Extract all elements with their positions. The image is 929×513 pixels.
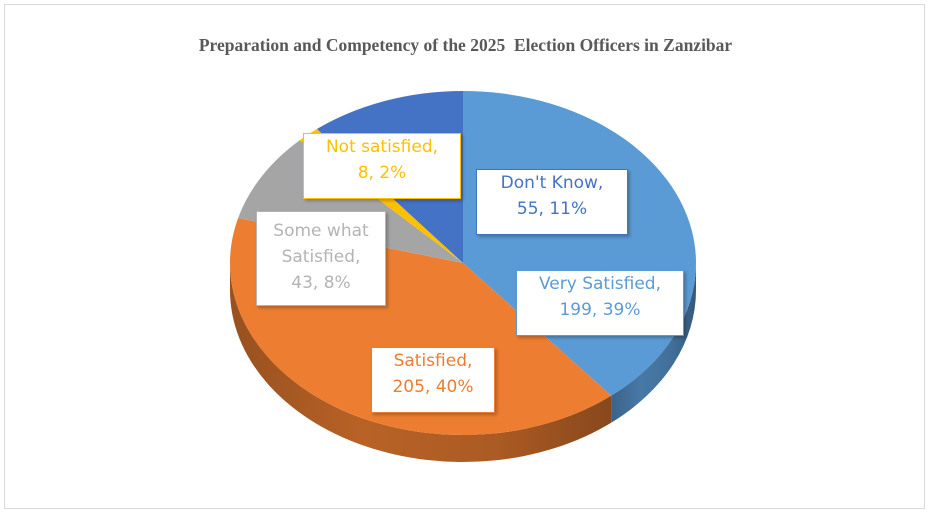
- label-some-what-satisfied: Some what Satisfied, 43, 8%: [256, 211, 386, 306]
- label-very-satisfied-line2: 199, 39%: [559, 300, 641, 320]
- pie-slice-some-what-satisfied: [238, 140, 463, 263]
- label-dont-know-line1: Don't Know,: [500, 173, 604, 193]
- label-dont-know-line2: 55, 11%: [516, 199, 588, 219]
- label-very-satisfied: Very Satisfied, 199, 39%: [516, 270, 684, 336]
- label-some-what-line3: 43, 8%: [291, 273, 351, 293]
- pie-side-shade-very-satisfied: [611, 263, 696, 423]
- pie-side-shade-satisfied: [230, 263, 612, 462]
- label-not-satisfied-line1: Not satisfied,: [325, 137, 439, 157]
- label-not-satisfied-line2: 8, 2%: [357, 163, 407, 183]
- label-satisfied: Satisfied, 205, 40%: [371, 347, 495, 413]
- label-satisfied-line2: 205, 40%: [392, 377, 474, 397]
- label-satisfied-line1: Satisfied,: [393, 351, 473, 371]
- chart-title: Preparation and Competency of the 2025 E…: [198, 35, 733, 55]
- label-not-satisfied: Not satisfied, 8, 2%: [303, 133, 461, 199]
- label-very-satisfied-line1: Very Satisfied,: [538, 274, 662, 294]
- label-some-what-line1: Some what: [273, 221, 369, 241]
- label-some-what-line2: Satisfied,: [281, 247, 361, 267]
- label-dont-know: Don't Know, 55, 11%: [476, 169, 628, 235]
